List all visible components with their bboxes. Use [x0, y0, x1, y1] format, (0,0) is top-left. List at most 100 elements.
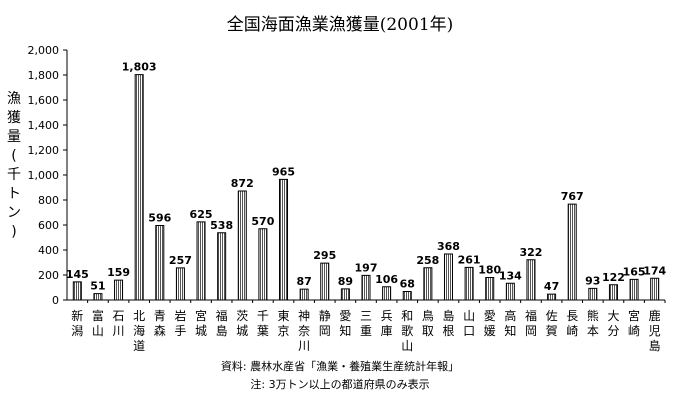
bar — [175, 267, 185, 301]
y-tick-label: 1,400 — [28, 119, 60, 132]
bar — [485, 277, 495, 301]
bar — [608, 284, 618, 301]
data-label: 197 — [355, 261, 378, 274]
category-label: 山 — [401, 339, 413, 353]
data-label: 93 — [585, 274, 600, 287]
bar — [382, 286, 392, 301]
bar — [464, 266, 474, 301]
category-label: 手 — [174, 324, 186, 338]
category-label: 兵 — [381, 309, 393, 323]
category-label: 児 — [649, 324, 661, 338]
category-label: 宮 — [195, 308, 207, 323]
data-label: 47 — [544, 280, 559, 293]
category-label: 佐 — [546, 309, 558, 323]
bar — [279, 178, 289, 301]
data-label: 180 — [478, 264, 501, 277]
bar — [258, 228, 268, 301]
category-label: 宮 — [628, 308, 640, 323]
y-tick-label: 800 — [38, 194, 59, 207]
y-axis-label-char: 漁 — [7, 91, 21, 107]
bar — [423, 267, 433, 301]
category-label: 本 — [587, 324, 599, 338]
category-label: 山 — [463, 309, 475, 323]
bar — [402, 291, 412, 301]
data-label: 368 — [437, 240, 460, 253]
category-label: 鹿 — [649, 308, 661, 323]
bar — [588, 287, 598, 301]
data-label: 322 — [519, 246, 542, 259]
category-label: 福 — [525, 308, 537, 323]
data-label: 570 — [251, 215, 274, 228]
y-axis-label-char: ン — [7, 205, 21, 221]
y-axis-label-char: 千 — [7, 167, 21, 183]
category-label: 茨 — [236, 309, 248, 323]
data-label: 165 — [623, 265, 646, 278]
data-label: 596 — [148, 212, 171, 225]
category-label: 知 — [339, 324, 351, 338]
category-label: 京 — [278, 324, 290, 338]
category-label: 口 — [463, 324, 475, 338]
category-label: 東 — [278, 309, 290, 323]
bar — [629, 278, 639, 301]
category-label: 鳥 — [422, 308, 434, 323]
data-label: 625 — [190, 208, 213, 221]
data-label: 89 — [338, 275, 353, 288]
bar — [340, 288, 350, 301]
y-tick-label: 1,600 — [28, 94, 60, 107]
y-axis-label-char: ト — [7, 186, 21, 202]
category-label: 富 — [92, 308, 104, 323]
data-label: 1,803 — [122, 61, 157, 74]
y-axis-label-char: ) — [11, 224, 17, 240]
data-label: 538 — [210, 219, 233, 232]
category-label: 北 — [133, 309, 145, 323]
y-axis-label-char: ( — [11, 148, 17, 164]
category-label: 静 — [319, 309, 331, 323]
category-label: 山 — [92, 324, 104, 338]
category-label: 高 — [504, 308, 516, 323]
y-tick-label: 2,000 — [28, 44, 60, 57]
category-label: 取 — [422, 324, 434, 338]
data-label: 51 — [90, 280, 105, 293]
bar — [320, 262, 330, 301]
data-label: 145 — [66, 268, 89, 281]
category-label: 長 — [566, 309, 578, 323]
category-label: 島 — [216, 323, 228, 338]
data-label: 134 — [499, 269, 522, 282]
category-label: 島 — [442, 308, 454, 323]
category-label: 石 — [113, 309, 125, 323]
bar — [237, 190, 247, 301]
category-label: 川 — [113, 324, 125, 338]
category-label: 岡 — [525, 324, 537, 338]
y-tick-label: 1,000 — [28, 169, 60, 182]
data-label: 122 — [602, 271, 625, 284]
bar — [443, 253, 453, 301]
bar — [361, 274, 371, 301]
category-label: 神 — [298, 309, 310, 323]
category-label: 海 — [133, 323, 145, 338]
bar — [134, 74, 144, 301]
category-label: 知 — [504, 324, 516, 338]
data-label: 872 — [231, 177, 254, 190]
y-tick-label: 0 — [52, 294, 59, 307]
category-label: 愛 — [484, 309, 496, 323]
data-label: 159 — [107, 266, 130, 279]
y-axis-label-char: 量 — [7, 129, 21, 145]
data-label: 106 — [375, 273, 398, 286]
bar — [93, 293, 103, 301]
data-label: 174 — [643, 264, 666, 277]
y-tick-label: 600 — [38, 219, 59, 232]
category-label: 三 — [360, 309, 372, 323]
bar — [505, 282, 515, 301]
y-tick-label: 200 — [38, 269, 59, 282]
category-label: 奈 — [298, 324, 310, 338]
data-label: 68 — [400, 278, 415, 291]
category-label: 庫 — [381, 324, 393, 338]
bar — [567, 203, 577, 301]
category-label: 森 — [154, 323, 166, 338]
category-label: 新 — [71, 308, 83, 323]
category-label: 媛 — [484, 324, 496, 338]
bar — [72, 281, 82, 301]
y-tick-label: 400 — [38, 244, 59, 257]
